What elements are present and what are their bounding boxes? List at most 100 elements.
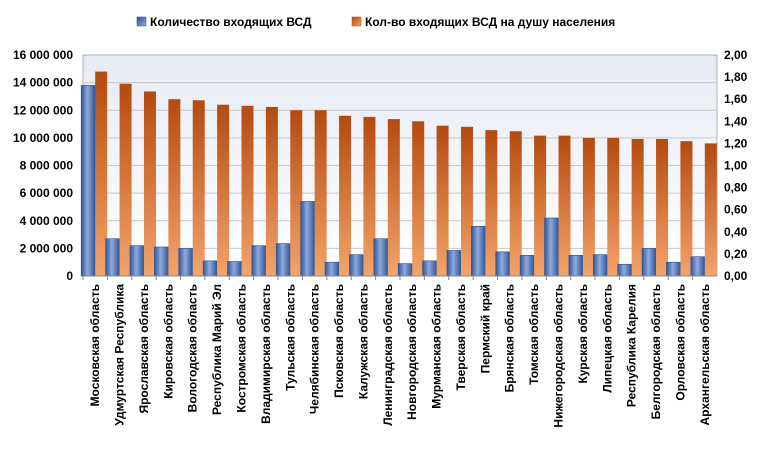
y-right-tick-label: 1,60: [724, 92, 748, 106]
bar-series-1: [251, 245, 267, 277]
bar-series-2: [363, 116, 376, 276]
x-tick-label: Курская область: [576, 284, 590, 384]
x-tick-label: Пермский край: [478, 284, 492, 373]
bar-series-2: [192, 100, 205, 277]
x-tick-label: Московская область: [88, 284, 102, 406]
bar-series-2: [339, 115, 352, 277]
y-right-tick-label: 2,00: [724, 48, 748, 62]
bar-series-2: [704, 143, 717, 276]
bars: [80, 71, 717, 277]
x-tick-label: Орловская область: [673, 284, 687, 401]
x-tick-label: Новгородская область: [405, 284, 419, 420]
bar-series-2: [558, 135, 571, 276]
bar-series-1: [275, 243, 291, 277]
bar-series-1: [568, 254, 584, 277]
bar-series-2: [119, 83, 132, 276]
y-right-tick-label: 1,20: [724, 136, 748, 150]
x-tick-label: Костромская область: [235, 284, 249, 413]
bar-series-2: [582, 137, 595, 276]
bar-series-1: [80, 85, 96, 277]
x-tick-label: Удмуртская Республика: [113, 284, 127, 426]
y-right-tick-label: 1,00: [724, 159, 748, 173]
y-right-tick-label: 0,40: [724, 225, 748, 239]
y-left-tick-label: 0: [66, 269, 73, 283]
bar-series-2: [460, 126, 473, 276]
y-right-tick-label: 1,80: [724, 70, 748, 84]
bar-series-2: [607, 137, 620, 276]
y-left-tick-label: 4 000 000: [20, 214, 74, 228]
bar-series-1: [446, 250, 462, 277]
bar-series-1: [300, 201, 315, 277]
x-tick-label: Тульская область: [283, 284, 297, 391]
bar-series-2: [412, 121, 425, 276]
bar-series-2: [314, 110, 327, 276]
x-tick-label: Архангельская область: [698, 284, 712, 425]
x-tick-label: Кировская область: [161, 284, 175, 399]
x-tick-label: Белгородская область: [649, 284, 663, 419]
y-right-tick-label: 1,40: [724, 114, 748, 128]
y-axis-left: 0 2 000 000 4 000 000 6 000 000 8 000 000 10 …: [13, 48, 73, 283]
legend-item-series-1: Количество входящих ВСД: [136, 15, 312, 29]
bar-series-2: [534, 135, 547, 276]
bar-series-2: [631, 138, 644, 276]
y-right-tick-label: 0,00: [724, 269, 748, 283]
x-tick-label: Ярославская область: [137, 284, 151, 414]
y-left-tick-label: 14 000 000: [13, 76, 73, 90]
y-axis-right: 0,00 0,20 0,40 0,60 0,80 1,00 1,20 1,40 1,60 1,80…: [724, 48, 748, 283]
y-right-tick-label: 0,80: [724, 181, 748, 195]
bar-series-1: [519, 254, 535, 277]
bar-series-2: [265, 106, 278, 276]
bar-series-1: [592, 254, 608, 277]
legend-swatch-series-2: [351, 16, 362, 27]
bar-series-2: [387, 119, 400, 276]
bar-series-1: [373, 238, 389, 277]
bar-series-1: [178, 248, 194, 277]
bar-series-1: [105, 238, 120, 277]
x-tick-label: Брянская область: [503, 284, 517, 392]
x-tick-label: Псковская область: [332, 284, 346, 398]
y-left-tick-label: 2 000 000: [20, 241, 74, 255]
bar-series-2: [436, 125, 449, 276]
bar-series-2: [680, 141, 693, 276]
legend-swatch-series-1: [136, 16, 147, 27]
bar-series-1: [154, 246, 169, 277]
x-tick-label: Мурманская область: [430, 284, 444, 409]
x-tick-label: Челябинская область: [308, 284, 322, 414]
bar-series-1: [397, 263, 413, 277]
y-left-tick-label: 10 000 000: [13, 131, 73, 145]
bar-series-2: [656, 138, 669, 276]
bar-series-1: [422, 260, 437, 277]
legend-item-series-2: Кол-во входящих ВСД на душу населения: [351, 15, 615, 29]
y-right-tick-label: 0,20: [724, 247, 748, 261]
bar-series-2: [217, 104, 230, 276]
bar-series-1: [202, 260, 218, 277]
legend: Количество входящих ВСД Кол-во входящих …: [136, 15, 615, 29]
bar-series-2: [485, 130, 498, 276]
bar-series-1: [324, 261, 340, 277]
legend-label-series-1: Количество входящих ВСД: [150, 15, 312, 29]
bar-series-1: [544, 217, 559, 277]
bar-series-1: [617, 263, 632, 277]
y-right-tick-label: 0,60: [724, 203, 748, 217]
x-tick-label: Калужская область: [356, 284, 370, 399]
bar-series-2: [95, 71, 108, 276]
bar-series-2: [241, 105, 254, 276]
bar-series-2: [168, 99, 181, 276]
x-tick-label: Нижегородская область: [552, 284, 566, 428]
bar-series-2: [143, 91, 156, 276]
y-left-tick-label: 16 000 000: [13, 48, 73, 62]
bar-series-1: [666, 261, 681, 277]
bar-series-2: [290, 110, 303, 276]
x-tick-label: Ленинградская область: [381, 284, 395, 426]
y-left-tick-label: 8 000 000: [20, 159, 74, 173]
bar-series-1: [471, 225, 486, 277]
x-tick-label: Тверская область: [454, 284, 468, 390]
bar-series-1: [495, 251, 511, 277]
x-tick-label: Республика Марий Эл: [210, 284, 224, 415]
bar-series-1: [641, 248, 657, 277]
x-tick-label: Вологодская область: [186, 284, 200, 412]
bar-series-1: [690, 256, 706, 277]
x-tick-label: Владимирская область: [259, 284, 273, 424]
